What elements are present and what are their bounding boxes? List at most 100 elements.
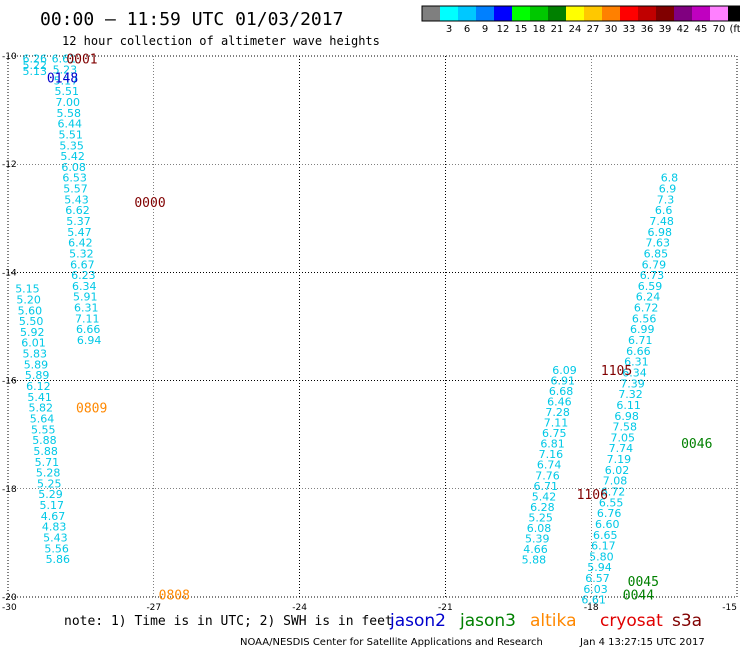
wave-height-label: 5.50: [19, 315, 44, 328]
wave-height-label: 6.9: [659, 183, 677, 196]
wave-height-label: 6.66: [626, 345, 651, 358]
wave-height-label: 7.32: [618, 388, 643, 401]
wave-height-label: 6.12: [26, 380, 51, 393]
wave-height-label: 7.05: [611, 431, 636, 444]
color-scale-tick: 3: [446, 24, 452, 35]
legend-jason2: jason2: [389, 611, 446, 631]
wave-height-label: 6.34: [72, 280, 97, 293]
lat-tick: -20: [2, 593, 17, 603]
wave-height-label: 6.53: [62, 172, 87, 185]
color-scale-tick: 18: [533, 24, 546, 35]
wave-height-label: 6.76: [597, 507, 622, 520]
wave-height-label: 5.83: [22, 348, 47, 361]
wave-height-label: 5.28: [36, 467, 61, 480]
wave-height-label: 5.42: [532, 490, 557, 503]
wave-height-label: 5.60: [18, 304, 43, 317]
wave-height-label: 5.58: [57, 107, 82, 120]
color-scale-swatch: [548, 6, 566, 21]
wave-height-label: 5.57: [63, 183, 88, 196]
lon-tick: -18: [584, 603, 599, 613]
color-scale-tick: 24: [569, 24, 582, 35]
wave-height-label: 5.39: [525, 533, 550, 546]
color-scale-swatch: [602, 6, 620, 21]
wave-height-label: 7.58: [612, 421, 637, 434]
wave-height-label: 5.51: [58, 128, 83, 141]
color-scale-tick: 39: [659, 24, 672, 35]
wave-height-label: 6.94: [77, 334, 102, 347]
map-grid: [7, 55, 738, 598]
wave-height-label: 5.42: [60, 150, 85, 163]
color-scale-tick: 36: [641, 24, 654, 35]
pass-time-label: 0000: [134, 196, 165, 211]
wave-height-label: 5.32: [69, 247, 94, 260]
pass-time-label: 0045: [628, 575, 659, 590]
color-scale-swatch: [566, 6, 584, 21]
wave-height-label: 5.35: [59, 139, 84, 152]
color-scale-labels: 3 6 9 12 15 18 21 24 27 30 33 36 39 42 45 70: [446, 24, 726, 35]
wave-height-label: 7.39: [620, 377, 645, 390]
wave-height-label: 6.72: [634, 302, 659, 315]
wave-height-label: 4.66: [523, 543, 548, 556]
wave-height-label: 7.3: [657, 193, 675, 206]
legend-s3a: s3a: [672, 611, 702, 631]
wave-height-label: 6.03: [583, 583, 608, 596]
color-scale-swatch: [584, 6, 602, 21]
page-title: 00:00 — 11:59 UTC 01/03/2017: [40, 9, 343, 30]
wave-height-label: 6.62: [65, 204, 90, 217]
lat-tick: -14: [2, 268, 17, 278]
wave-height-label: 7.74: [609, 442, 634, 455]
wave-height-label: 7.00: [56, 96, 81, 109]
wave-height-label: 5.13: [22, 65, 47, 78]
wave-height-label: 6.61: [581, 594, 606, 607]
color-scale-swatch: [476, 6, 494, 21]
wave-height-label: 5.25: [37, 477, 62, 490]
satellite-legend: jason2 jason3 altika cryosat s3a: [389, 611, 702, 631]
wave-height-label: 5.80: [589, 550, 614, 563]
lon-tick: -27: [146, 603, 161, 613]
wave-height-label: 6.85: [644, 247, 669, 260]
wave-height-label: 6.08: [61, 161, 86, 174]
wave-height-label: 6.75: [542, 427, 567, 440]
wave-height-label: 5.25: [528, 511, 553, 524]
wave-height-label: 6.8: [661, 172, 679, 185]
wave-height-label: 6.81: [540, 438, 565, 451]
color-scale-tick: 30: [605, 24, 618, 35]
wave-height-label: 5.89: [24, 358, 49, 371]
color-scale-tick: 33: [623, 24, 636, 35]
pass-time-label: 0001: [66, 53, 97, 68]
track-b: 6.615.235.175.517.005.586.445.515.355.42…: [52, 53, 102, 347]
wave-height-label: 5.94: [587, 561, 612, 574]
lat-tick: -16: [2, 377, 17, 387]
wave-height-label: 6.26: [22, 53, 47, 66]
wave-height-label: 6.65: [593, 529, 618, 542]
wave-height-label: 6.02: [605, 464, 630, 477]
lat-tick: -18: [2, 485, 17, 495]
wave-height-label: 7.28: [545, 406, 570, 419]
wave-height-label: 6.31: [624, 356, 649, 369]
wave-height-label: 5.29: [38, 488, 63, 501]
wave-height-label: 5.41: [27, 391, 52, 404]
pass-time-label: 1105: [601, 364, 632, 379]
wave-height-label: 6.98: [647, 226, 672, 239]
wave-height-label: 6.71: [534, 480, 559, 493]
color-scale-unit: (ft): [729, 24, 740, 35]
color-scale-swatch: [728, 6, 740, 21]
wave-height-label: 5.86: [46, 553, 71, 566]
track-c: 5.155.205.605.505.926.015.835.895.896.12…: [15, 283, 70, 567]
wave-height-label: 7.08: [603, 475, 628, 488]
wave-height-label: 6.42: [68, 237, 93, 250]
wave-height-label: 6.31: [74, 302, 99, 315]
wave-height-label: 5.71: [35, 456, 60, 469]
lon-tick: -21: [438, 603, 453, 613]
wave-height-label: 6.28: [530, 501, 555, 514]
pass-time-label: 0809: [76, 402, 107, 417]
wave-height-label: 6.11: [616, 399, 641, 412]
wave-height-label: 4.83: [42, 521, 67, 534]
lon-tick: -24: [292, 603, 307, 613]
lon-tick: -30: [2, 603, 17, 613]
wave-height-label: 6.67: [70, 258, 95, 271]
color-scale-tick: 9: [482, 24, 488, 35]
wave-height-label: 5.17: [54, 74, 79, 87]
color-scale-tick: 6: [464, 24, 470, 35]
